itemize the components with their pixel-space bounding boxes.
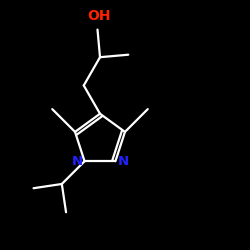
Text: OH: OH [87,9,110,23]
Text: N: N [118,155,128,168]
Text: N: N [72,155,83,168]
